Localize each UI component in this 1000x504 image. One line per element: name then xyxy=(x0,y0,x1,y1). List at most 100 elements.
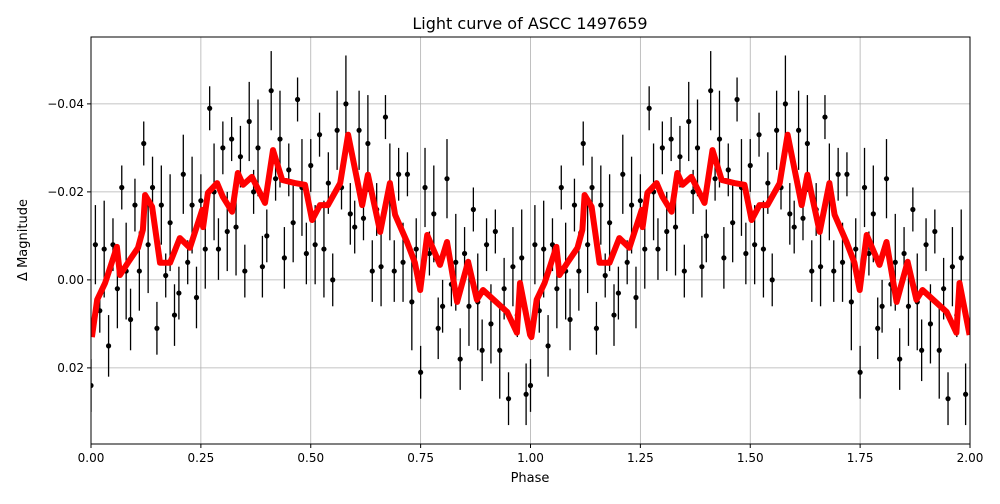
data-point xyxy=(365,140,371,147)
data-point xyxy=(91,382,94,389)
data-point xyxy=(132,202,138,208)
data-point xyxy=(686,118,692,125)
y-tick-label: 0.00 xyxy=(57,273,84,287)
data-point xyxy=(883,176,890,182)
data-point xyxy=(615,290,622,296)
data-point xyxy=(356,127,362,133)
data-point xyxy=(835,171,841,177)
data-point xyxy=(466,303,472,309)
data-point xyxy=(743,250,749,257)
data-point xyxy=(360,215,367,221)
data-point xyxy=(730,220,736,226)
data-point xyxy=(681,268,687,274)
data-point xyxy=(136,268,142,274)
data-point xyxy=(782,101,789,107)
data-point xyxy=(215,246,222,252)
data-point xyxy=(158,202,164,208)
data-point xyxy=(154,325,160,331)
data-point xyxy=(202,246,208,252)
data-point xyxy=(246,118,252,125)
data-point xyxy=(861,184,868,191)
data-point xyxy=(545,343,551,349)
data-point xyxy=(642,246,648,252)
data-point xyxy=(787,211,793,217)
data-point xyxy=(119,184,125,191)
data-point xyxy=(105,343,112,349)
data-point xyxy=(725,167,731,173)
data-point xyxy=(576,268,582,274)
data-point xyxy=(923,242,929,248)
data-point xyxy=(839,259,846,265)
data-point xyxy=(127,316,134,323)
data-point xyxy=(598,202,604,208)
data-point xyxy=(822,114,828,120)
data-point xyxy=(655,246,661,252)
data-point xyxy=(703,233,709,239)
data-point xyxy=(602,272,608,279)
data-point xyxy=(905,303,912,309)
data-point xyxy=(624,259,630,265)
data-point xyxy=(141,140,147,147)
data-point xyxy=(664,228,670,235)
data-point xyxy=(272,176,279,182)
data-point xyxy=(255,145,261,151)
ticks: 0.00 0.25 0.50 0.75 1.00 1.25 1.50 1.75 2.00 −0.0… xyxy=(47,97,983,465)
data-point xyxy=(426,250,433,257)
data-point xyxy=(461,250,468,257)
data-point xyxy=(176,290,182,296)
data-point xyxy=(804,140,810,147)
data-point xyxy=(963,391,969,397)
data-point xyxy=(875,325,881,331)
data-point xyxy=(171,312,178,318)
data-point xyxy=(277,136,283,142)
data-point xyxy=(809,268,815,274)
data-point xyxy=(941,286,947,292)
x-tick-label: 0.25 xyxy=(188,451,215,465)
data-point xyxy=(193,294,200,301)
x-tick-label: 1.50 xyxy=(737,451,764,465)
data-point xyxy=(897,356,903,362)
data-point xyxy=(527,382,534,389)
data-point xyxy=(145,242,151,248)
data-point xyxy=(519,255,525,261)
data-point xyxy=(927,321,934,327)
observations xyxy=(91,51,969,426)
data-point xyxy=(185,259,191,265)
data-point xyxy=(290,220,296,226)
data-point xyxy=(396,171,402,177)
data-point xyxy=(620,171,626,177)
y-axis-label: Δ Magnitude xyxy=(16,199,31,281)
data-point xyxy=(488,321,494,327)
data-point xyxy=(308,162,314,169)
data-point xyxy=(708,88,714,94)
data-point xyxy=(769,277,775,283)
data-point xyxy=(571,202,578,208)
data-point xyxy=(672,224,679,230)
data-point xyxy=(114,286,120,292)
data-point xyxy=(699,264,705,270)
data-point xyxy=(453,259,459,265)
data-point xyxy=(844,171,850,177)
x-tick-label: 1.75 xyxy=(847,451,874,465)
data-point xyxy=(404,171,411,177)
data-point xyxy=(418,369,424,375)
data-point xyxy=(440,303,446,309)
data-point xyxy=(281,255,287,261)
data-point xyxy=(774,127,780,133)
data-point xyxy=(251,189,257,195)
data-point xyxy=(958,255,964,261)
data-point xyxy=(431,211,437,217)
data-point xyxy=(628,202,635,208)
data-point xyxy=(831,268,837,274)
data-point xyxy=(413,246,419,252)
data-point xyxy=(286,167,292,173)
data-point xyxy=(532,242,538,248)
data-point xyxy=(817,264,824,270)
data-point xyxy=(646,105,652,111)
data-point xyxy=(435,325,441,331)
data-point xyxy=(369,268,375,274)
y-tick-label: −0.02 xyxy=(47,185,84,199)
data-point xyxy=(259,264,266,270)
data-point xyxy=(268,88,274,94)
